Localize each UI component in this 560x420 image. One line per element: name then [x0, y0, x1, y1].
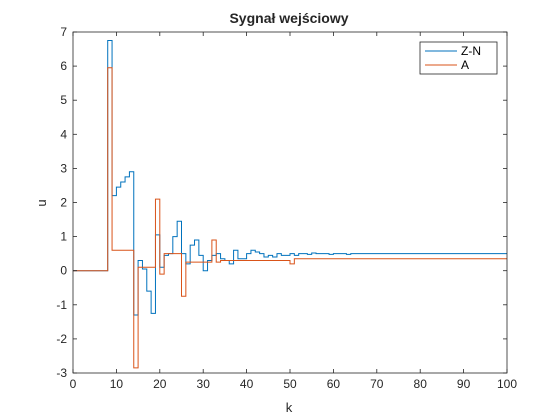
plot-area: [73, 32, 507, 373]
legend: Z-NA: [419, 41, 498, 75]
chart-title: Sygnał wejściowy: [229, 10, 348, 26]
y-tick-label: 2: [60, 196, 67, 210]
x-tick-label: 20: [153, 377, 167, 391]
x-tick-label: 30: [197, 377, 211, 391]
x-tick-label: 100: [497, 377, 517, 391]
x-tick-label: 40: [240, 377, 254, 391]
y-tick-label: 7: [60, 25, 67, 39]
y-tick-label: -1: [56, 298, 67, 312]
x-tick-label: 50: [283, 377, 297, 391]
series-line-z-n: [73, 40, 507, 316]
legend-label: A: [461, 58, 469, 72]
y-tick-label: -2: [56, 332, 67, 346]
series-layer: [73, 40, 507, 369]
tick-layer: 0 10 20 30 40 50 60 70 80 90 100 -3 -2 -1 0 1 2 3 4 5 6 7: [56, 25, 517, 391]
x-tick-label: 0: [70, 377, 77, 391]
x-tick-label: 10: [110, 377, 124, 391]
y-tick-label: 3: [60, 161, 67, 175]
x-axis-label: k: [286, 400, 293, 415]
plot-background: [73, 32, 507, 373]
y-tick-label: 4: [60, 127, 67, 141]
x-tick-label: 80: [414, 377, 428, 391]
y-tick-label: 1: [60, 230, 67, 244]
x-tick-label: 60: [327, 377, 341, 391]
x-tick-label: 90: [457, 377, 471, 391]
y-tick-label: 5: [60, 93, 67, 107]
x-tick-label: 70: [370, 377, 384, 391]
legend-label: Z-N: [461, 44, 481, 58]
legend-box: [419, 41, 498, 75]
y-tick-label: 6: [60, 59, 67, 73]
y-tick-label: 0: [60, 264, 67, 278]
series-line-a: [73, 67, 507, 369]
y-tick-label: -3: [56, 366, 67, 380]
y-axis-label: u: [34, 199, 49, 206]
